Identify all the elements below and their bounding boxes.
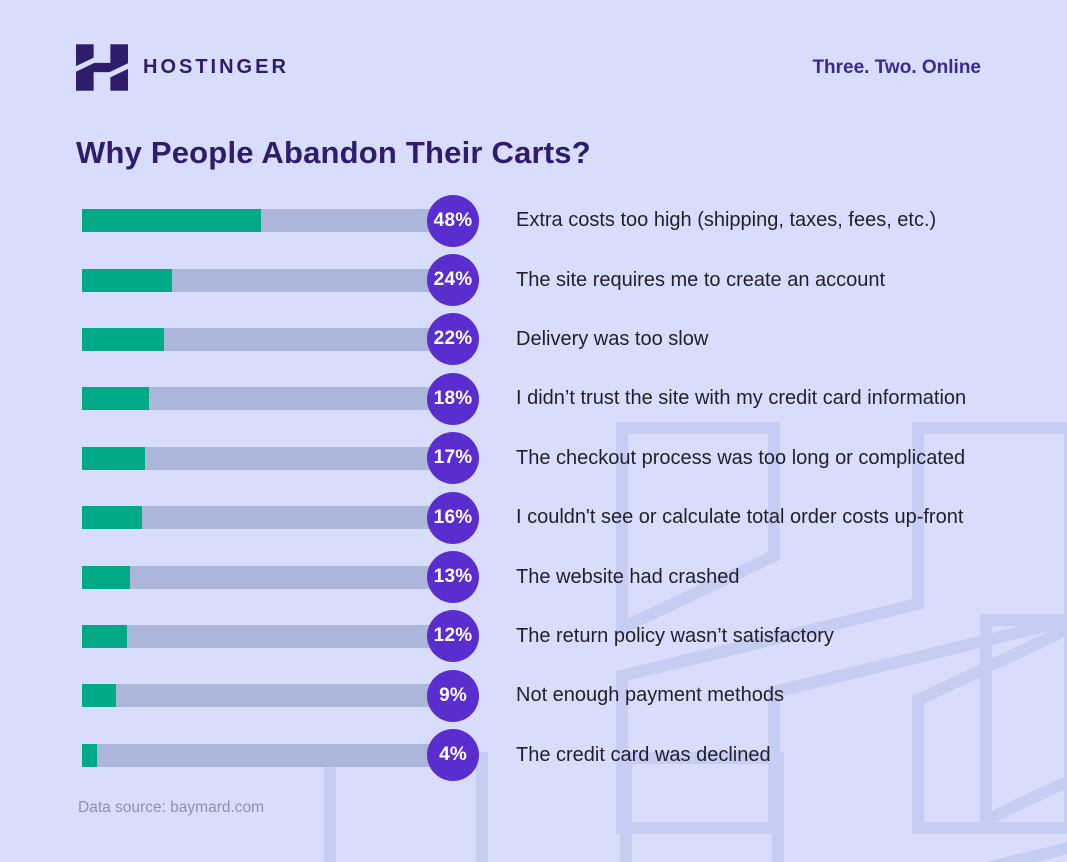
bar-fill [82, 209, 262, 233]
percent-value: 4% [439, 744, 467, 766]
bar-fill [82, 684, 116, 708]
bar-label: The site requires me to create an accoun… [516, 268, 886, 291]
bar-label: I couldn't see or calculate total order … [516, 506, 964, 529]
brand-lockup: HOSTINGER [76, 44, 289, 91]
bar-fill [82, 387, 150, 411]
bar-chart: 48% Extra costs too high (shipping, taxe… [82, 191, 1067, 785]
percent-value: 48% [433, 209, 473, 231]
bar-label: The website had crashed [516, 565, 740, 588]
chart-row: 9% Not enough payment methods [82, 666, 1067, 725]
percent-badge: 24% [427, 254, 479, 307]
bar-fill [82, 268, 172, 292]
bar-track: 16% [82, 491, 479, 544]
bar-fill [82, 624, 127, 648]
bar-fill [82, 565, 131, 589]
bar-label: Delivery was too slow [516, 327, 709, 350]
percent-badge: 16% [427, 491, 479, 544]
chart-row: 12% The return policy wasn’t satisfactor… [82, 607, 1067, 666]
chart-row: 17% The checkout process was too long or… [82, 429, 1067, 488]
percent-badge: 13% [427, 551, 479, 604]
bar-fill [82, 327, 165, 351]
bar-track: 9% [82, 669, 479, 722]
chart-row: 22% Delivery was too slow [82, 310, 1067, 369]
chart-row: 13% The website had crashed [82, 547, 1067, 606]
percent-value: 12% [433, 625, 473, 647]
chart-row: 18% I didn’t trust the site with my cred… [82, 369, 1067, 428]
percent-badge: 17% [427, 432, 479, 485]
percent-value: 24% [433, 269, 473, 291]
percent-value: 9% [439, 684, 467, 706]
percent-badge: 9% [427, 669, 479, 722]
brand-name: HOSTINGER [143, 56, 289, 78]
bar-label: I didn’t trust the site with my credit c… [516, 387, 967, 410]
bar-track: 17% [82, 432, 479, 485]
bar-track: 4% [82, 729, 479, 782]
bar-track: 22% [82, 313, 479, 366]
bar-track: 13% [82, 551, 479, 604]
percent-value: 18% [433, 387, 473, 409]
bar-label: The checkout process was too long or com… [516, 446, 966, 469]
bar-track: 12% [82, 610, 479, 663]
bar-fill [82, 506, 142, 530]
hostinger-logo-icon [76, 44, 128, 91]
percent-badge: 12% [427, 610, 479, 663]
percent-value: 17% [433, 447, 473, 469]
percent-badge: 22% [427, 313, 479, 366]
chart-row: 4% The credit card was declined [82, 726, 1067, 785]
bar-label: The credit card was declined [516, 743, 771, 766]
percent-value: 22% [433, 328, 473, 350]
data-source: Data source: baymard.com [78, 798, 265, 816]
bar-label: The return policy wasn’t satisfactory [516, 624, 834, 647]
bar-track: 18% [82, 372, 479, 425]
bar-fill [82, 743, 97, 767]
bar-fill [82, 446, 146, 470]
percent-badge: 48% [427, 194, 479, 247]
bar-track: 48% [82, 194, 479, 247]
bar-track: 24% [82, 254, 479, 307]
brand-tagline: Three. Two. Online [812, 56, 981, 78]
chart-row: 16% I couldn't see or calculate total or… [82, 488, 1067, 547]
percent-badge: 18% [427, 372, 479, 425]
bar-label: Extra costs too high (shipping, taxes, f… [516, 209, 937, 232]
percent-value: 13% [433, 566, 473, 588]
bar-label: Not enough payment methods [516, 684, 784, 707]
page-title: Why People Abandon Their Carts? [76, 135, 591, 170]
header: HOSTINGER Three. Two. Online [0, 0, 1067, 91]
percent-badge: 4% [427, 729, 479, 782]
percent-value: 16% [433, 506, 473, 528]
chart-row: 24% The site requires me to create an ac… [82, 250, 1067, 309]
chart-row: 48% Extra costs too high (shipping, taxe… [82, 191, 1067, 250]
